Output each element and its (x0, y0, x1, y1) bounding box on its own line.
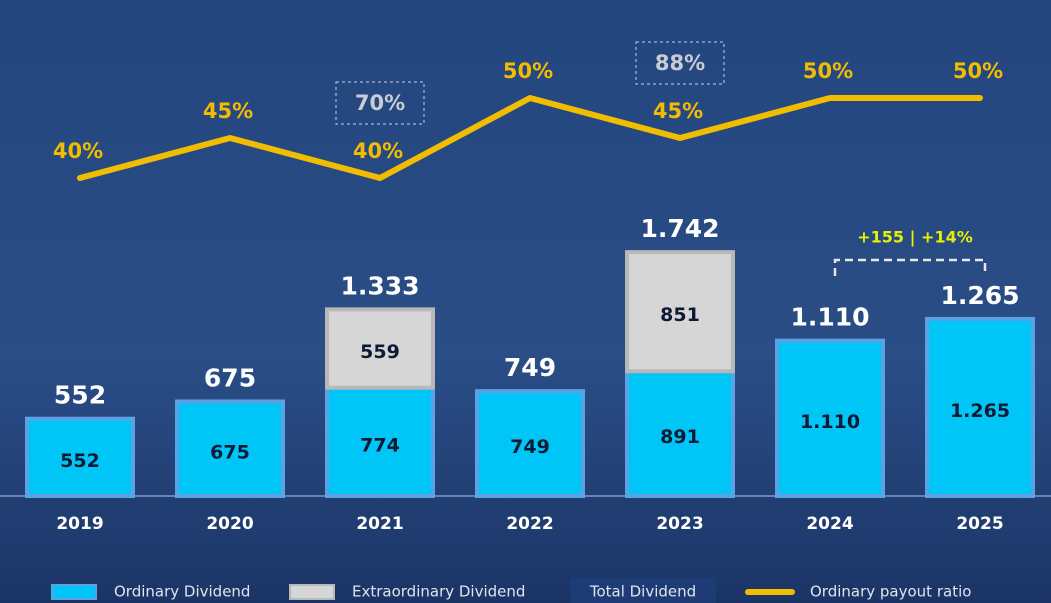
bar-label: 552 (60, 450, 100, 472)
x-tick-label: 2022 (506, 514, 553, 534)
x-tick-label: 2023 (656, 514, 703, 534)
total-label: 749 (504, 353, 556, 382)
x-tick-label: 2025 (956, 514, 1003, 534)
total-label: 1.265 (940, 281, 1019, 310)
legend-label: Total Dividend (589, 583, 696, 601)
legend-label: Extraordinary Dividend (352, 583, 525, 601)
payout-label: 50% (953, 59, 1003, 83)
total-label: 1.742 (640, 214, 719, 243)
payout-label: 45% (203, 99, 253, 123)
bar-label: 851 (660, 304, 700, 326)
page: {"chart_data": {"type": "bar", "stacked"… (0, 0, 1051, 603)
total-label: 1.333 (340, 271, 419, 300)
bar-label: 1.265 (950, 400, 1010, 422)
x-tick-label: 2024 (806, 514, 853, 534)
payout-label: 40% (353, 139, 403, 163)
bar-label: 559 (360, 341, 400, 363)
legend-label: Ordinary Dividend (114, 583, 250, 601)
boxed-payout-label: 70% (355, 91, 405, 115)
legend-label: Ordinary payout ratio (810, 583, 971, 601)
bar-label: 749 (510, 436, 550, 458)
growth-annotation: +155 | +14% (857, 228, 973, 248)
bar-label: 675 (210, 441, 250, 463)
boxed-payout-label: 88% (655, 51, 705, 75)
payout-label: 50% (503, 59, 553, 83)
total-label: 675 (204, 364, 256, 393)
x-tick-label: 2020 (206, 514, 253, 534)
bar-label: 774 (360, 434, 400, 456)
legend-swatch (52, 585, 96, 599)
total-label: 552 (54, 381, 106, 410)
bar-label: 891 (660, 426, 700, 448)
legend-swatch (290, 585, 334, 599)
total-label: 1.110 (790, 303, 869, 332)
bar-label: 1.110 (800, 411, 860, 433)
x-tick-label: 2019 (56, 514, 103, 534)
background (0, 0, 1051, 603)
payout-label: 50% (803, 59, 853, 83)
x-tick-label: 2021 (356, 514, 403, 534)
payout-label: 40% (53, 139, 103, 163)
chart: 2019 2020 2021 2022 2023 2024 2025 552 675 774 749… (0, 0, 1051, 603)
payout-label: 45% (653, 99, 703, 123)
